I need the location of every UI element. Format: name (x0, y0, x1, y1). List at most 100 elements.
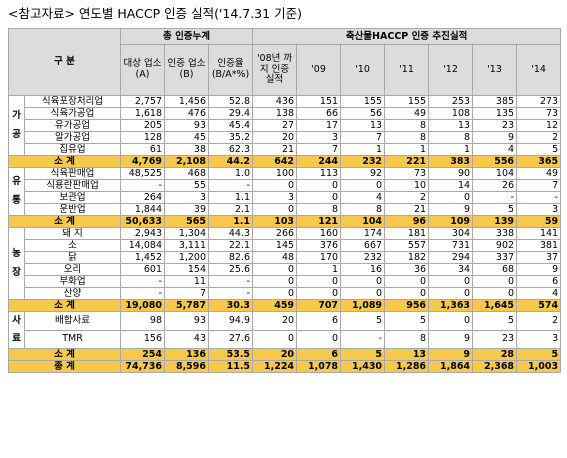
row-value: 2 (516, 311, 562, 331)
row-value: 294 (428, 251, 474, 264)
header-y10: '10 (340, 44, 386, 96)
subtotal-value: 121 (296, 215, 342, 228)
row-value: 8 (428, 131, 474, 144)
total-value: 11.5 (208, 360, 254, 374)
row-value: 21 (384, 203, 430, 216)
row-value: 113 (296, 167, 342, 180)
total-value: 1,003 (516, 360, 562, 374)
subtotal-label: 소 계 (7, 155, 122, 168)
subtotal-value: 254 (120, 348, 166, 362)
row-value: 7 (340, 131, 386, 144)
row-value: - (472, 191, 518, 204)
row-value: 2 (384, 191, 430, 204)
row-value: 0 (340, 179, 386, 192)
row-value: 253 (428, 95, 474, 108)
subtotal-value: 13 (384, 348, 430, 362)
row-value: 68 (472, 263, 518, 276)
row-value: 385 (472, 95, 518, 108)
row-value: 27.6 (208, 329, 254, 350)
row-value: 7 (516, 179, 562, 192)
total-value: 74,736 (120, 360, 166, 374)
row-value: 5 (472, 203, 518, 216)
row-value: 44.3 (208, 227, 254, 240)
row-value: 98 (120, 311, 166, 331)
row-value: 0 (252, 329, 298, 350)
row-value: 66 (296, 107, 342, 120)
subtotal-row: 소 계 4,769 2,108 44.2 642 244 232 221 383 556 365 (7, 155, 562, 168)
row-value: 304 (428, 227, 474, 240)
row-value: 93 (164, 311, 210, 331)
row-value: 73 (516, 107, 562, 120)
subtotal-value: 104 (340, 215, 386, 228)
header-y08: '08년 까지 인증 실적 (252, 44, 298, 96)
subtotal-value: 28 (472, 348, 518, 362)
row-value: 21 (252, 143, 298, 156)
header-target: 대상 업소 (A) (120, 44, 166, 96)
row-value: 902 (472, 239, 518, 252)
row-value: 29.4 (208, 107, 254, 120)
row-value: - (120, 275, 166, 288)
subtotal-value: 6 (296, 348, 342, 362)
row-value: 8 (340, 203, 386, 216)
row-value: 8 (296, 203, 342, 216)
row-value: 1.0 (208, 167, 254, 180)
row-value: 45 (164, 131, 210, 144)
row-value: 9 (428, 329, 474, 350)
subtotal-value: 1,363 (428, 299, 474, 312)
row-value: 20 (252, 131, 298, 144)
row-value: 5 (472, 311, 518, 331)
header-category: 구 분 (7, 28, 122, 96)
row-value: 156 (120, 329, 166, 350)
row-value: 0 (252, 275, 298, 288)
row-value: 0 (340, 287, 386, 300)
row-label: 닭 (23, 251, 122, 264)
row-value: - (208, 179, 254, 192)
subtotal-value: 556 (472, 155, 518, 168)
row-value: 436 (252, 95, 298, 108)
header-total-group: 총 인증누계 (120, 28, 254, 45)
row-value: 0 (296, 179, 342, 192)
row-value: 145 (252, 239, 298, 252)
row-value: 205 (120, 119, 166, 132)
row-value: 0 (296, 329, 342, 350)
table-row: 사 료 배합사료 98 93 94.9 20 6 5 5 0 5 2 (8, 310, 562, 350)
row-value: 25.6 (208, 263, 254, 276)
row-value: 731 (428, 239, 474, 252)
row-value: 0 (296, 287, 342, 300)
row-value: 0 (252, 287, 298, 300)
total-value: 1,224 (252, 360, 298, 374)
row-value: 45.4 (208, 119, 254, 132)
table-row: 오리 601 154 25.6 0 1 16 36 34 68 9 (9, 263, 562, 276)
header-y14: '14 (516, 44, 562, 96)
row-value: 601 (120, 263, 166, 276)
row-value: 49 (516, 167, 562, 180)
subtotal-value: 59 (516, 215, 562, 228)
row-value: 0 (296, 191, 342, 204)
row-value: 94.9 (208, 311, 254, 331)
row-value: 266 (252, 227, 298, 240)
row-value: 468 (164, 167, 210, 180)
row-value: 0 (252, 203, 298, 216)
row-value: 138 (252, 107, 298, 120)
row-value: 160 (296, 227, 342, 240)
row-label: 알가공업 (23, 131, 122, 144)
group-label: 사 료 (8, 310, 25, 350)
row-value: 61 (120, 143, 166, 156)
subtotal-value: 4,769 (120, 155, 166, 168)
row-value: 12 (516, 119, 562, 132)
row-value: 5 (384, 311, 430, 331)
subtotal-value: 139 (472, 215, 518, 228)
row-value: 14 (428, 179, 474, 192)
subtotal-value: 5 (340, 348, 386, 362)
subtotal-value: 20 (252, 348, 298, 362)
row-value: 0 (472, 287, 518, 300)
row-value: 2,757 (120, 95, 166, 108)
total-value: 8,596 (164, 360, 210, 374)
row-value: 11 (164, 275, 210, 288)
row-label: 돼 지 (23, 227, 122, 240)
subtotal-value: 707 (296, 299, 342, 312)
row-value: 0 (252, 179, 298, 192)
row-value: 100 (252, 167, 298, 180)
row-label: 집유업 (23, 143, 122, 156)
row-value: 23 (472, 329, 518, 350)
